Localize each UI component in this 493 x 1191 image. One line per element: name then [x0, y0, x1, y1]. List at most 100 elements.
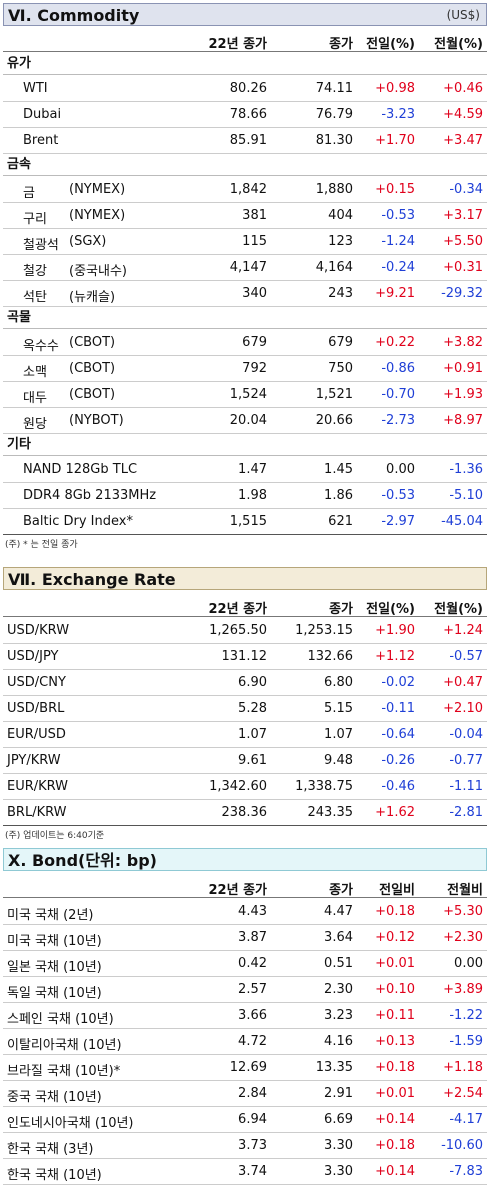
table-row: 철강 (중국내수) 4,147 4,164 -0.24 +0.31	[3, 255, 487, 281]
close-value: 1,521	[315, 387, 353, 402]
prev-year-close-value: 3.87	[238, 930, 267, 945]
close-value: 81.30	[315, 133, 353, 148]
column-header-row: 22년 종가 종가 전일(%) 전월(%)	[3, 593, 487, 617]
exchange-name: (NYMEX)	[69, 182, 126, 197]
section-title-text: X. Bond(단위: bp)	[8, 851, 157, 870]
group-label: 곡물	[3, 307, 487, 329]
close-value: 13.35	[315, 1060, 353, 1075]
bond-name: 미국 국채 (10년)	[7, 934, 102, 949]
monthly-change-value: -0.04	[449, 727, 483, 742]
currency-pair: EUR/KRW	[7, 779, 69, 794]
prev-year-close-value: 1.47	[238, 462, 267, 477]
table-row: USD/BRL 5.28 5.15 -0.11 +2.10	[3, 696, 487, 722]
bond-name: 한국 국채 (10년)	[7, 1168, 102, 1183]
monthly-change-value: +2.54	[443, 1086, 483, 1101]
item-name: Baltic Dry Index*	[23, 514, 133, 529]
close-value: 123	[328, 234, 353, 249]
item-name: 옥수수	[23, 339, 59, 354]
monthly-change-value: +5.30	[443, 904, 483, 919]
bond-name: 독일 국채 (10년)	[7, 986, 102, 1001]
close-value: 679	[328, 335, 353, 350]
item-name: 석탄	[23, 290, 47, 305]
item-name: WTI	[23, 81, 48, 96]
daily-change-value: +1.12	[375, 649, 415, 664]
monthly-change-value: +5.50	[443, 234, 483, 249]
table-row: 미국 국채 (10년) 3.87 3.64 +0.12 +2.30	[3, 925, 487, 951]
daily-change-value: +0.13	[375, 1034, 415, 1049]
close-value: 4,164	[315, 260, 353, 275]
monthly-change-value: +1.93	[443, 387, 483, 402]
daily-change-value: -0.53	[381, 488, 415, 503]
table-row: Brent 85.91 81.30 +1.70 +3.47	[3, 128, 487, 154]
table-row: 소맥 (CBOT) 792 750 -0.86 +0.91	[3, 356, 487, 382]
group-label: 금속	[3, 154, 487, 176]
table-row: EUR/KRW 1,342.60 1,338.75 -0.46 -1.11	[3, 774, 487, 800]
section-bottom-border	[3, 825, 487, 826]
close-value: 243.35	[307, 805, 354, 820]
daily-change-value: -0.26	[381, 753, 415, 768]
table-row: 철광석 (SGX) 115 123 -1.24 +5.50	[3, 229, 487, 255]
monthly-change-value: -0.57	[449, 649, 483, 664]
daily-change-value: -0.24	[381, 260, 415, 275]
monthly-change-value: -29.32	[441, 286, 483, 301]
exchange-name: (NYBOT)	[69, 413, 124, 428]
table-row: 한국 국채 (10년) 3.74 3.30 +0.14 -7.83	[3, 1159, 487, 1185]
exchange-name: (CBOT)	[69, 361, 116, 376]
close-value: 0.51	[324, 956, 353, 971]
daily-change-value: +0.98	[375, 81, 415, 96]
daily-change-value: +0.15	[375, 182, 415, 197]
monthly-change-value: +1.18	[443, 1060, 483, 1075]
monthly-change-value: +2.10	[443, 701, 483, 716]
currency-pair: EUR/USD	[7, 727, 66, 742]
table-row: Dubai 78.66 76.79 -3.23 +4.59	[3, 102, 487, 128]
table-row: 미국 국채 (2년) 4.43 4.47 +0.18 +5.30	[3, 899, 487, 925]
item-name: Brent	[23, 133, 59, 148]
currency-pair: BRL/KRW	[7, 805, 67, 820]
prev-year-close-value: 85.91	[229, 133, 267, 148]
close-value: 9.48	[324, 753, 353, 768]
prev-year-close-value: 6.90	[238, 675, 267, 690]
monthly-change-value: +3.89	[443, 982, 483, 997]
close-value: 3.64	[324, 930, 353, 945]
prev-year-close-value: 9.61	[238, 753, 267, 768]
close-value: 2.91	[324, 1086, 353, 1101]
monthly-change-value: -7.83	[449, 1164, 483, 1179]
daily-change-value: +0.01	[375, 956, 415, 971]
daily-change-value: +0.18	[375, 904, 415, 919]
monthly-change-value: -1.36	[449, 462, 483, 477]
monthly-change-value: +2.30	[443, 930, 483, 945]
exchange-name: (SGX)	[69, 234, 107, 249]
item-name: 대두	[23, 391, 47, 406]
prev-year-close-value: 3.73	[238, 1138, 267, 1153]
prev-year-close-value: 4.43	[238, 904, 267, 919]
currency-pair: USD/CNY	[7, 675, 66, 690]
col-header-daily-change: 전일(%)	[366, 37, 415, 52]
monthly-change-value: +3.47	[443, 133, 483, 148]
prev-year-close-value: 4,147	[229, 260, 267, 275]
daily-change-value: +1.70	[375, 133, 415, 148]
col-header-close: 종가	[329, 883, 353, 898]
col-header-daily-change: 전일(%)	[366, 602, 415, 617]
prev-year-close-value: 80.26	[229, 81, 267, 96]
daily-change-value: -0.86	[381, 361, 415, 376]
group-label: 기타	[3, 434, 487, 456]
footnote: (주) * 는 전일 종가	[5, 540, 78, 550]
prev-year-close-value: 792	[242, 361, 267, 376]
prev-year-close-value: 238.36	[221, 805, 268, 820]
prev-year-close-value: 1,265.50	[209, 623, 267, 638]
exchange-name: (중국내수)	[69, 264, 127, 279]
daily-change-value: +0.10	[375, 982, 415, 997]
section-bottom-border	[3, 534, 487, 535]
bond-name: 스페인 국채 (10년)	[7, 1012, 114, 1027]
monthly-change-value: -1.59	[449, 1034, 483, 1049]
bond-name: 한국 국채 (3년)	[7, 1142, 94, 1157]
col-header-close: 종가	[329, 37, 353, 52]
table-row: Baltic Dry Index* 1,515 621 -2.97 -45.04	[3, 509, 487, 535]
col-header-prev-year-close: 22년 종가	[208, 602, 268, 617]
prev-year-close-value: 3.74	[238, 1164, 267, 1179]
monthly-change-value: -0.34	[449, 182, 483, 197]
exchange-name: (NYMEX)	[69, 208, 126, 223]
close-value: 1,880	[315, 182, 353, 197]
close-value: 74.11	[315, 81, 353, 96]
table-row: EUR/USD 1.07 1.07 -0.64 -0.04	[3, 722, 487, 748]
